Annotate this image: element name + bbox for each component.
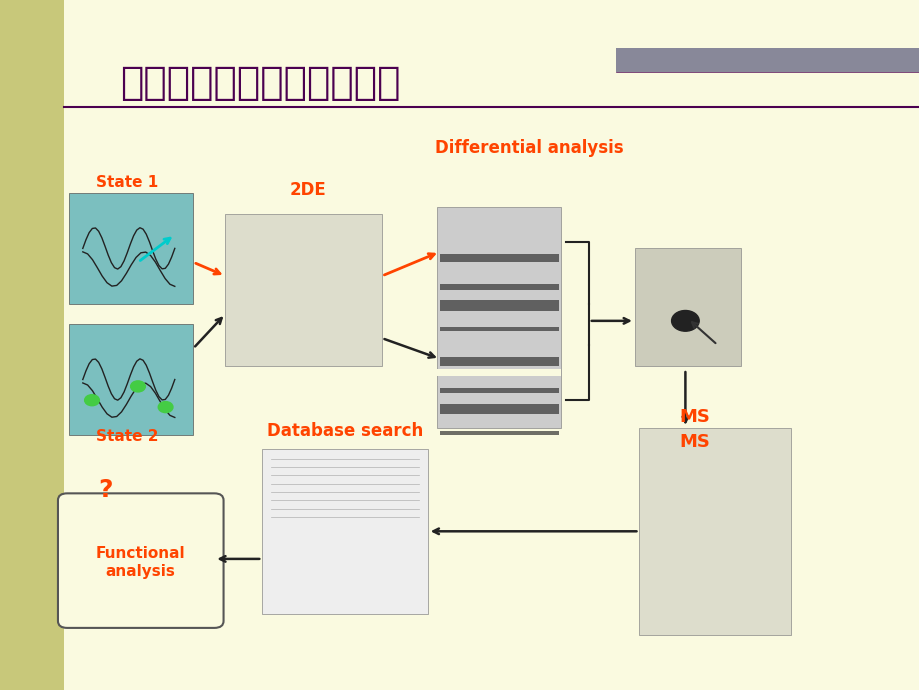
- Text: Differential analysis: Differential analysis: [434, 139, 623, 157]
- Text: State 2: State 2: [96, 428, 158, 444]
- FancyBboxPatch shape: [69, 193, 193, 304]
- Circle shape: [85, 395, 99, 406]
- Bar: [439, 254, 559, 262]
- Bar: [0, 0, 64, 690]
- Bar: [616, 48, 919, 72]
- Text: Database search: Database search: [267, 422, 423, 440]
- FancyBboxPatch shape: [225, 214, 381, 366]
- Bar: [439, 388, 559, 393]
- Text: 2DE: 2DE: [289, 181, 326, 199]
- Circle shape: [130, 381, 145, 392]
- Bar: [439, 284, 559, 290]
- Circle shape: [671, 310, 698, 331]
- Text: ?: ?: [98, 478, 113, 502]
- FancyBboxPatch shape: [639, 428, 790, 635]
- Text: MS: MS: [678, 408, 709, 426]
- FancyBboxPatch shape: [58, 493, 223, 628]
- FancyBboxPatch shape: [69, 324, 193, 435]
- Text: State 1: State 1: [96, 175, 158, 190]
- Bar: [439, 404, 559, 414]
- FancyBboxPatch shape: [437, 207, 561, 428]
- Bar: [439, 357, 559, 366]
- Text: MS: MS: [678, 433, 709, 451]
- Bar: [439, 431, 559, 435]
- FancyBboxPatch shape: [437, 369, 561, 376]
- Text: 经典的蛋白质组学研究策略: 经典的蛋白质组学研究策略: [119, 63, 400, 102]
- Circle shape: [158, 402, 173, 413]
- Text: Functional
analysis: Functional analysis: [96, 546, 186, 578]
- FancyBboxPatch shape: [262, 448, 427, 614]
- FancyBboxPatch shape: [634, 248, 740, 366]
- Bar: [439, 300, 559, 310]
- Bar: [439, 327, 559, 331]
